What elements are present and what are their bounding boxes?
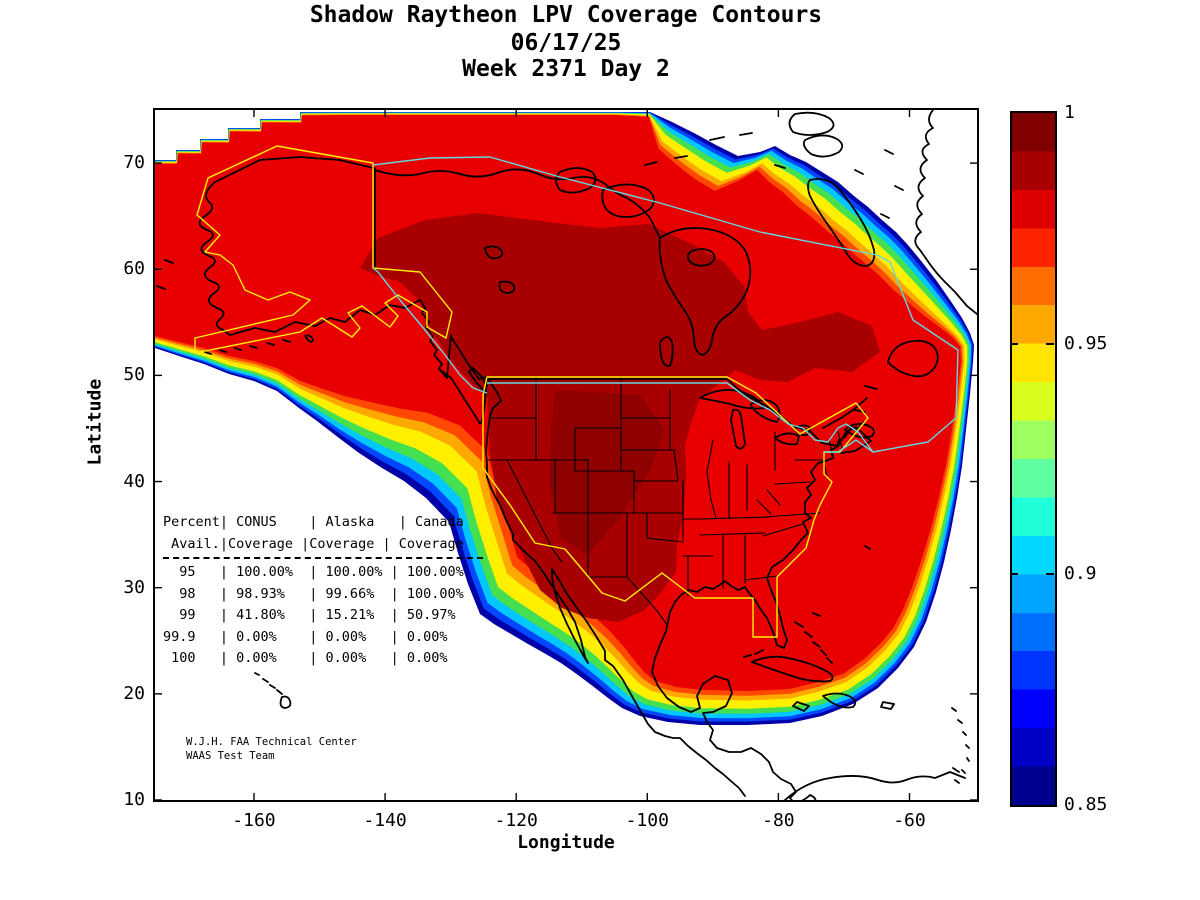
lake-michigan	[730, 408, 746, 450]
southampton-island	[687, 248, 716, 267]
x-tick-label: -60	[893, 810, 926, 831]
y-tick-label: 10	[123, 789, 145, 810]
arctic-islets	[644, 132, 864, 175]
plot-subtitle-week: Week 2371 Day 2	[462, 56, 670, 82]
y-axis-label: Latitude	[84, 378, 106, 466]
state-boundaries	[487, 376, 843, 626]
stats-table-rows: 95 | 100.00% | 100.00% | 100.00% 98 | 98…	[163, 564, 464, 666]
ellesmere-island	[788, 111, 835, 136]
axis-tick-marks	[155, 110, 977, 800]
colorbar	[1010, 111, 1057, 807]
conus-service-boundary	[482, 376, 869, 638]
stats-table-header: Percent| CONUS | Alaska | Canada Avail.|…	[163, 514, 464, 552]
x-tick-label: -100	[625, 810, 669, 831]
y-tick-label: 40	[123, 470, 145, 492]
x-tick-label: -80	[762, 810, 795, 831]
mexico-pacific-coastline	[551, 568, 746, 797]
florida-keys	[743, 649, 764, 658]
y-tick-label: 60	[123, 258, 145, 280]
south-america-coastline	[784, 771, 966, 800]
alaska-coastline	[214, 156, 374, 183]
x-tick-label: -140	[363, 810, 407, 831]
map-plot-area	[153, 108, 979, 802]
bahamas	[794, 612, 833, 664]
colorbar-tick-mark	[1046, 573, 1054, 576]
baffin-bay-islets	[880, 149, 904, 219]
newfoundland	[887, 339, 939, 378]
bermuda	[864, 545, 871, 550]
y-tick-label: 50	[123, 364, 145, 386]
lesser-antilles	[951, 707, 970, 784]
y-tick-label: 20	[123, 682, 145, 704]
cuba	[751, 655, 834, 683]
colorbar-tick-label: 0.85	[1064, 794, 1108, 815]
st-lawrence-river	[822, 397, 868, 429]
central-america-caribbean-coast	[801, 794, 817, 800]
plot-subtitle-date: 06/17/25	[510, 30, 622, 56]
highest-coverage-region	[549, 390, 665, 555]
plot-title: Shadow Raytheon LPV Coverage Contours	[309, 2, 823, 28]
colorbar-tick-mark	[1046, 342, 1054, 345]
trinidad	[952, 767, 960, 773]
colorbar-tick-label: 0.9	[1064, 563, 1097, 585]
alaska-west-coastline	[198, 181, 231, 336]
british-columbia-coastline	[450, 336, 488, 380]
banks-island	[555, 167, 597, 194]
x-axis-label: Longitude	[517, 832, 615, 853]
y-tick-label: 30	[123, 576, 145, 598]
anticosti-island	[864, 385, 878, 390]
lake-huron	[750, 399, 781, 423]
great-slave-lake	[498, 280, 516, 294]
availability-stats-table: Percent| CONUS | Alaska | Canada Avail.|…	[163, 512, 483, 670]
coastlines	[156, 110, 977, 800]
hispaniola	[822, 692, 857, 709]
colorbar-tick-mark	[1010, 573, 1018, 576]
coverage-map	[155, 110, 977, 800]
lake-erie	[774, 432, 800, 446]
y-tick-label: 70	[123, 152, 145, 174]
devon-island	[802, 134, 844, 158]
us-west-coastline	[485, 376, 536, 562]
colorbar-gradient	[1012, 113, 1055, 805]
baja-california	[534, 560, 589, 664]
baffin-island	[807, 178, 876, 267]
mexico-gulf-coastline	[651, 630, 797, 800]
victoria-island	[601, 183, 655, 218]
lake-superior	[699, 389, 765, 410]
x-tick-label: -160	[232, 810, 276, 831]
colorbar-tick-mark	[1010, 342, 1018, 345]
bering-islets	[156, 259, 314, 343]
high-coverage-regions	[360, 213, 880, 622]
stats-table-separator	[163, 557, 483, 559]
jamaica	[792, 701, 810, 712]
colorbar-tick-label: 1	[1064, 102, 1075, 123]
greenland-coastline	[914, 110, 977, 315]
alaska-service-boundary	[194, 145, 453, 354]
great-bear-lake	[484, 245, 504, 260]
service-volume-boundaries	[194, 145, 959, 638]
colorbar-tick-label: 0.95	[1064, 332, 1108, 354]
arctic-mainland-coastline	[374, 168, 661, 239]
x-tick-label: -120	[494, 810, 538, 831]
puerto-rico	[880, 701, 895, 710]
us-canada-border	[486, 378, 872, 454]
aleutian-islands	[204, 339, 291, 355]
lake-winnipeg	[659, 336, 674, 367]
hudson-bay	[658, 227, 752, 356]
credit-text: W.J.H. FAA Technical Center WAAS Test Te…	[186, 736, 357, 762]
nova-scotia	[844, 423, 875, 439]
hawaiian-islands	[254, 672, 292, 709]
canada-service-boundary	[372, 156, 959, 453]
